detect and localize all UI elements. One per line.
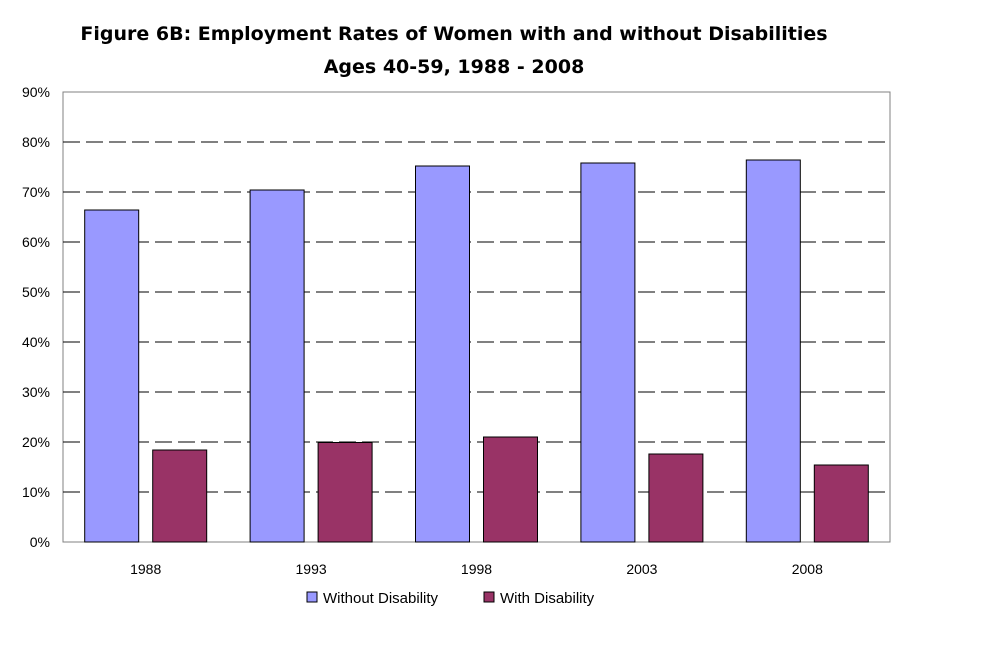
bar: [84, 209, 140, 543]
y-tick-label: 20%: [22, 434, 50, 450]
bar: [249, 189, 305, 543]
y-tick-label: 70%: [22, 184, 50, 200]
x-tick-label: 1998: [461, 561, 492, 577]
chart-title: Figure 6B: Employment Rates of Women wit…: [80, 23, 827, 45]
bars: [84, 159, 869, 543]
legend-swatch: [483, 591, 495, 603]
x-tick-label: 1988: [130, 561, 161, 577]
bar: [813, 464, 869, 543]
y-axis: 0% 10% 20% 30% 40% 50% 60% 70% 80% 90%: [22, 84, 50, 550]
legend: Without Disability With Disability: [306, 590, 595, 607]
bar: [152, 449, 208, 543]
y-tick-label: 90%: [22, 84, 50, 100]
bar: [580, 162, 636, 543]
x-axis: 1988 1993 1998 2003 2008: [130, 561, 823, 577]
y-tick-label: 40%: [22, 334, 50, 350]
bar: [415, 165, 470, 543]
x-tick-label: 2008: [792, 561, 823, 577]
y-tick-label: 30%: [22, 384, 50, 400]
x-tick-label: 2003: [626, 561, 657, 577]
legend-label: Without Disability: [323, 590, 439, 607]
bar: [317, 442, 373, 543]
plot-area: [62, 91, 891, 543]
legend-label: With Disability: [500, 590, 595, 607]
x-tick-label: 1993: [296, 561, 327, 577]
y-tick-label: 50%: [22, 284, 50, 300]
y-tick-label: 60%: [22, 234, 50, 250]
bar: [483, 436, 538, 543]
y-tick-label: 10%: [22, 484, 50, 500]
chart-subtitle: Ages 40-59, 1988 - 2008: [324, 56, 585, 78]
bar: [648, 453, 704, 543]
bar: [745, 159, 801, 543]
y-tick-label: 0%: [30, 534, 50, 550]
legend-swatch: [306, 591, 318, 603]
y-tick-label: 80%: [22, 134, 50, 150]
